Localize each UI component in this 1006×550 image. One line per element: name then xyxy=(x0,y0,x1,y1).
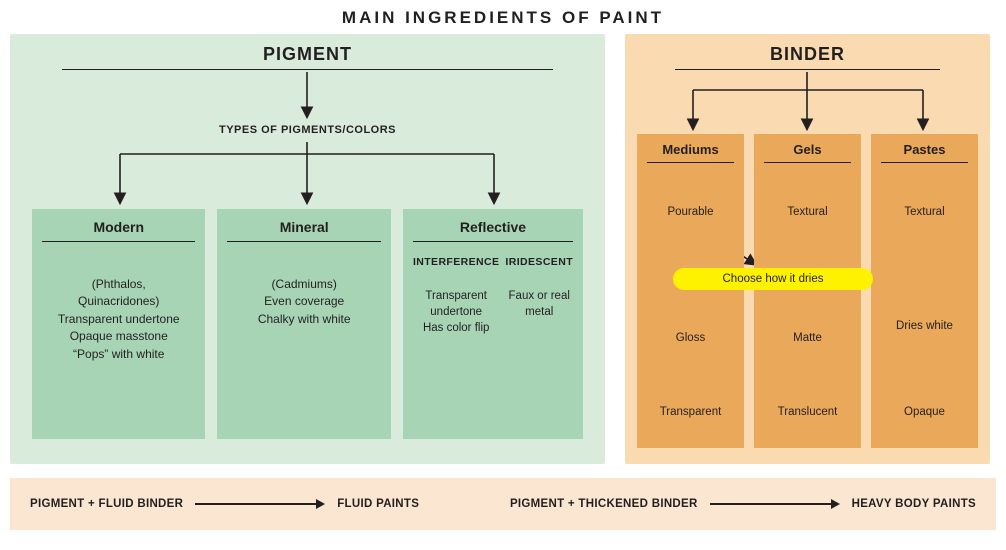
pigment-col-modern-label: Modern xyxy=(42,219,195,242)
pigment-col-modern: Modern (Phthalos, Quinacridones) Transpa… xyxy=(32,209,205,439)
binder-pastes-t1: Textural xyxy=(871,206,978,218)
footer-left-result: FLUID PAINTS xyxy=(337,498,419,510)
binder-pastes-label: Pastes xyxy=(881,142,968,163)
footer-bar: PIGMENT + FLUID BINDER FLUID PAINTS PIGM… xyxy=(10,478,996,530)
reflective-iridescent: IRIDESCENT Faux or real metal xyxy=(505,256,573,336)
binder-gels-t3: Translucent xyxy=(754,406,861,418)
main-title: MAIN INGREDIENTS OF PAINT xyxy=(0,0,1006,34)
pigment-col-mineral: Mineral (Cadmiums) Even coverage Chalky … xyxy=(217,209,390,439)
pigment-panel: PIGMENT TYPES OF PIGMENTS/COLORS Modern xyxy=(10,34,605,464)
arrow-right-icon xyxy=(195,500,325,508)
binder-gels-label: Gels xyxy=(764,142,851,163)
pigment-modern-desc: (Phthalos, Quinacridones) Transparent un… xyxy=(42,276,195,363)
binder-panel: BINDER Choose how it dries xyxy=(625,34,990,464)
footer-left-formula: PIGMENT + FLUID BINDER xyxy=(30,498,183,510)
footer-right-result: HEAVY BODY PAINTS xyxy=(852,498,976,510)
pigment-mineral-desc: (Cadmiums) Even coverage Chalky with whi… xyxy=(227,276,380,328)
choose-how-it-dries-pill: Choose how it dries xyxy=(673,268,873,290)
panels-row: PIGMENT TYPES OF PIGMENTS/COLORS Modern xyxy=(0,34,1006,464)
binder-mediums-t3: Transparent xyxy=(637,406,744,418)
pigment-subheading: TYPES OF PIGMENTS/COLORS xyxy=(10,124,605,136)
reflective-interference: INTERFERENCE Transparent undertone Has c… xyxy=(413,256,499,336)
footer-right-formula: PIGMENT + THICKENED BINDER xyxy=(510,498,698,510)
pigment-col-reflective-label: Reflective xyxy=(413,219,573,242)
binder-mediums-t1: Pourable xyxy=(637,206,744,218)
pigment-col-reflective: Reflective INTERFERENCE Transparent unde… xyxy=(403,209,583,439)
binder-gels-t2: Matte xyxy=(754,332,861,344)
pigment-col-mineral-label: Mineral xyxy=(227,219,380,242)
binder-gels-t1: Textural xyxy=(754,206,861,218)
binder-heading: BINDER xyxy=(675,44,940,70)
footer-left-group: PIGMENT + FLUID BINDER FLUID PAINTS xyxy=(30,498,419,510)
binder-pastes-t2: Dries white xyxy=(871,320,978,332)
binder-col-pastes: Pastes Textural Dries white Opaque xyxy=(871,134,978,448)
binder-mediums-t2: Gloss xyxy=(637,332,744,344)
binder-col-gels: Gels Textural Matte Translucent xyxy=(754,134,861,448)
pigment-heading: PIGMENT xyxy=(62,44,553,70)
binder-pastes-t3: Opaque xyxy=(871,406,978,418)
footer-right-group: PIGMENT + THICKENED BINDER HEAVY BODY PA… xyxy=(510,498,976,510)
binder-mediums-label: Mediums xyxy=(647,142,734,163)
arrow-right-icon xyxy=(710,500,840,508)
binder-col-mediums: Mediums Pourable Gloss Transparent xyxy=(637,134,744,448)
